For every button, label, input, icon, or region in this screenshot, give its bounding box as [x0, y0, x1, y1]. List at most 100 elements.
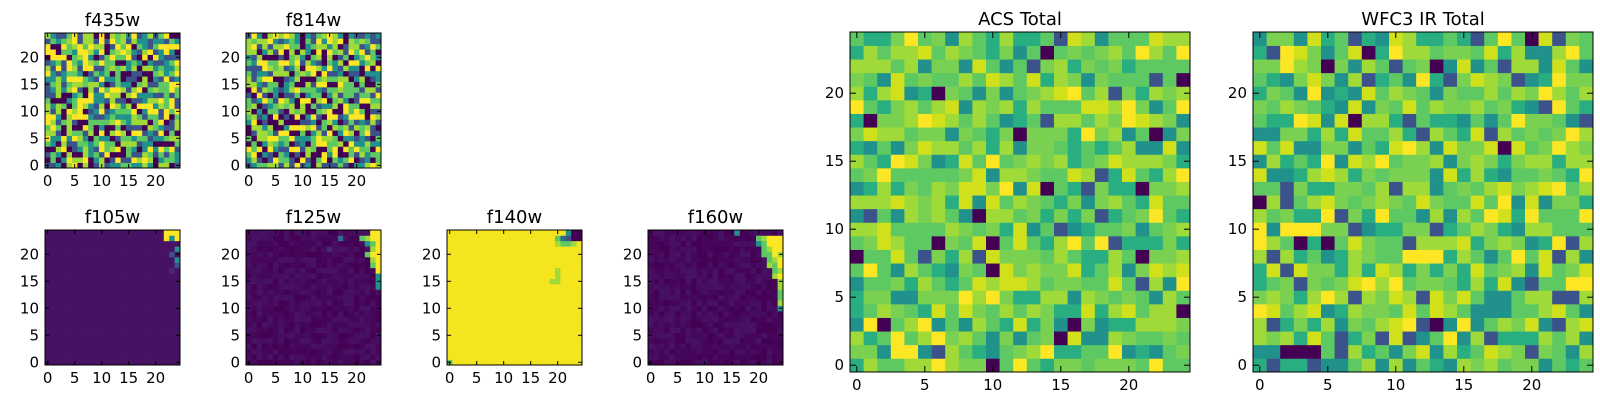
heatmap-cell: [50, 103, 57, 109]
heatmap-cell: [354, 135, 360, 142]
heatmap-cell: [447, 284, 453, 290]
heatmap-cell: [82, 300, 89, 306]
heatmap-cell: [1108, 72, 1123, 87]
heatmap-cell: [777, 262, 784, 269]
plot-frame: [446, 229, 583, 366]
heatmap-cell: [1266, 168, 1281, 182]
heatmap-cell: [745, 311, 751, 317]
heatmap-cell: [370, 251, 376, 258]
heatmap-cell: [1497, 263, 1512, 278]
heatmap-cell: [1416, 236, 1431, 250]
heatmap-cell: [1149, 45, 1164, 60]
heatmap-cell: [1579, 236, 1594, 250]
heatmap-cell: [1040, 344, 1055, 359]
heatmap-cell: [702, 321, 708, 328]
heatmap-cell: [262, 65, 268, 72]
heatmap-cell: [72, 311, 78, 317]
heatmap-cell: [348, 354, 355, 360]
heatmap-cell: [1013, 127, 1028, 142]
heatmap-cell: [364, 257, 371, 263]
heatmap-cell: [904, 154, 919, 169]
heatmap-cell: [972, 304, 987, 318]
heatmap-cell: [120, 343, 127, 350]
heatmap-cell: [93, 108, 100, 115]
heatmap-cell: [120, 348, 127, 355]
heatmap-cell: [680, 359, 687, 366]
heatmap-cell: [1525, 195, 1539, 210]
heatmap-cell: [246, 87, 252, 93]
heatmap-cell: [99, 108, 105, 115]
heatmap-cell: [99, 124, 105, 131]
heatmap-cell: [66, 240, 73, 247]
heatmap-cell: [1389, 181, 1403, 196]
heatmap-cell: [1266, 249, 1281, 264]
heatmap-cell: [511, 230, 518, 236]
heatmap-cell: [1067, 154, 1082, 169]
heatmap-cell: [931, 222, 946, 237]
heatmap-cell: [256, 108, 263, 115]
heatmap-cell: [1348, 263, 1363, 278]
heatmap-cell: [364, 251, 371, 258]
heatmap-cell: [931, 249, 946, 264]
heatmap-cell: [495, 294, 502, 301]
heatmap-cell: [289, 359, 295, 366]
heatmap-cell: [343, 65, 349, 72]
heatmap-cell: [479, 359, 486, 366]
heatmap-cell: [77, 343, 84, 350]
heatmap-cell: [45, 311, 51, 317]
heatmap-cell: [1026, 222, 1041, 237]
heatmap-cell: [45, 343, 51, 350]
heatmap-cell: [1176, 304, 1191, 318]
heatmap-cell: [1054, 331, 1068, 346]
heatmap-cell: [1108, 358, 1123, 373]
heatmap-cell: [332, 157, 339, 163]
heatmap-cells: [447, 230, 583, 366]
heatmap-cell: [766, 300, 773, 306]
heatmap-cell: [321, 60, 328, 66]
heatmap-cell: [479, 343, 486, 350]
heatmap-cell: [99, 151, 105, 158]
y-tick-label: 5: [230, 129, 240, 147]
heatmap-cell: [1429, 181, 1444, 196]
heatmap-cell: [337, 108, 344, 115]
plot-frame: [245, 229, 382, 366]
heatmap-cell: [136, 38, 143, 45]
heatmap-cell: [1525, 344, 1539, 359]
heatmap-cell: [1375, 344, 1390, 359]
heatmap-cell: [1067, 100, 1082, 114]
heatmap-cell: [675, 300, 681, 306]
heatmap-cell: [147, 311, 154, 317]
heatmap-cell: [246, 321, 252, 328]
heatmap-cell: [490, 316, 496, 323]
heatmap-cell: [877, 181, 892, 196]
heatmap-cell: [158, 316, 165, 323]
heatmap-cell: [729, 235, 735, 242]
heatmap-cell: [696, 251, 703, 258]
heatmap-cell: [289, 278, 295, 285]
heatmap-cell: [669, 359, 676, 366]
heatmap-cell: [1054, 32, 1068, 46]
heatmap-cell: [316, 81, 322, 88]
heatmap-cell: [375, 130, 382, 136]
heatmap-cell: [739, 327, 746, 333]
heatmap-cell: [664, 267, 670, 274]
heatmap-cell: [278, 311, 285, 317]
heatmap-cell: [50, 273, 57, 279]
heatmap-cell: [300, 141, 306, 147]
heatmap-cell: [761, 278, 768, 285]
heatmap-cell: [294, 230, 301, 236]
heatmap-cell: [560, 262, 567, 269]
heatmap-cell: [163, 76, 170, 82]
heatmap-cell: [337, 332, 344, 339]
heatmap-cell: [1497, 290, 1512, 305]
heatmap-cell: [463, 230, 469, 236]
heatmap-cell: [93, 38, 100, 45]
heatmap-cell: [348, 141, 355, 147]
heatmap-cell: [72, 70, 78, 77]
heatmap-cell: [337, 338, 344, 344]
heatmap-cell: [1162, 304, 1177, 318]
heatmap-cell: [142, 246, 148, 252]
heatmap-cell: [511, 348, 518, 355]
heatmap-cell: [163, 246, 170, 252]
heatmap-cell: [1443, 168, 1458, 182]
